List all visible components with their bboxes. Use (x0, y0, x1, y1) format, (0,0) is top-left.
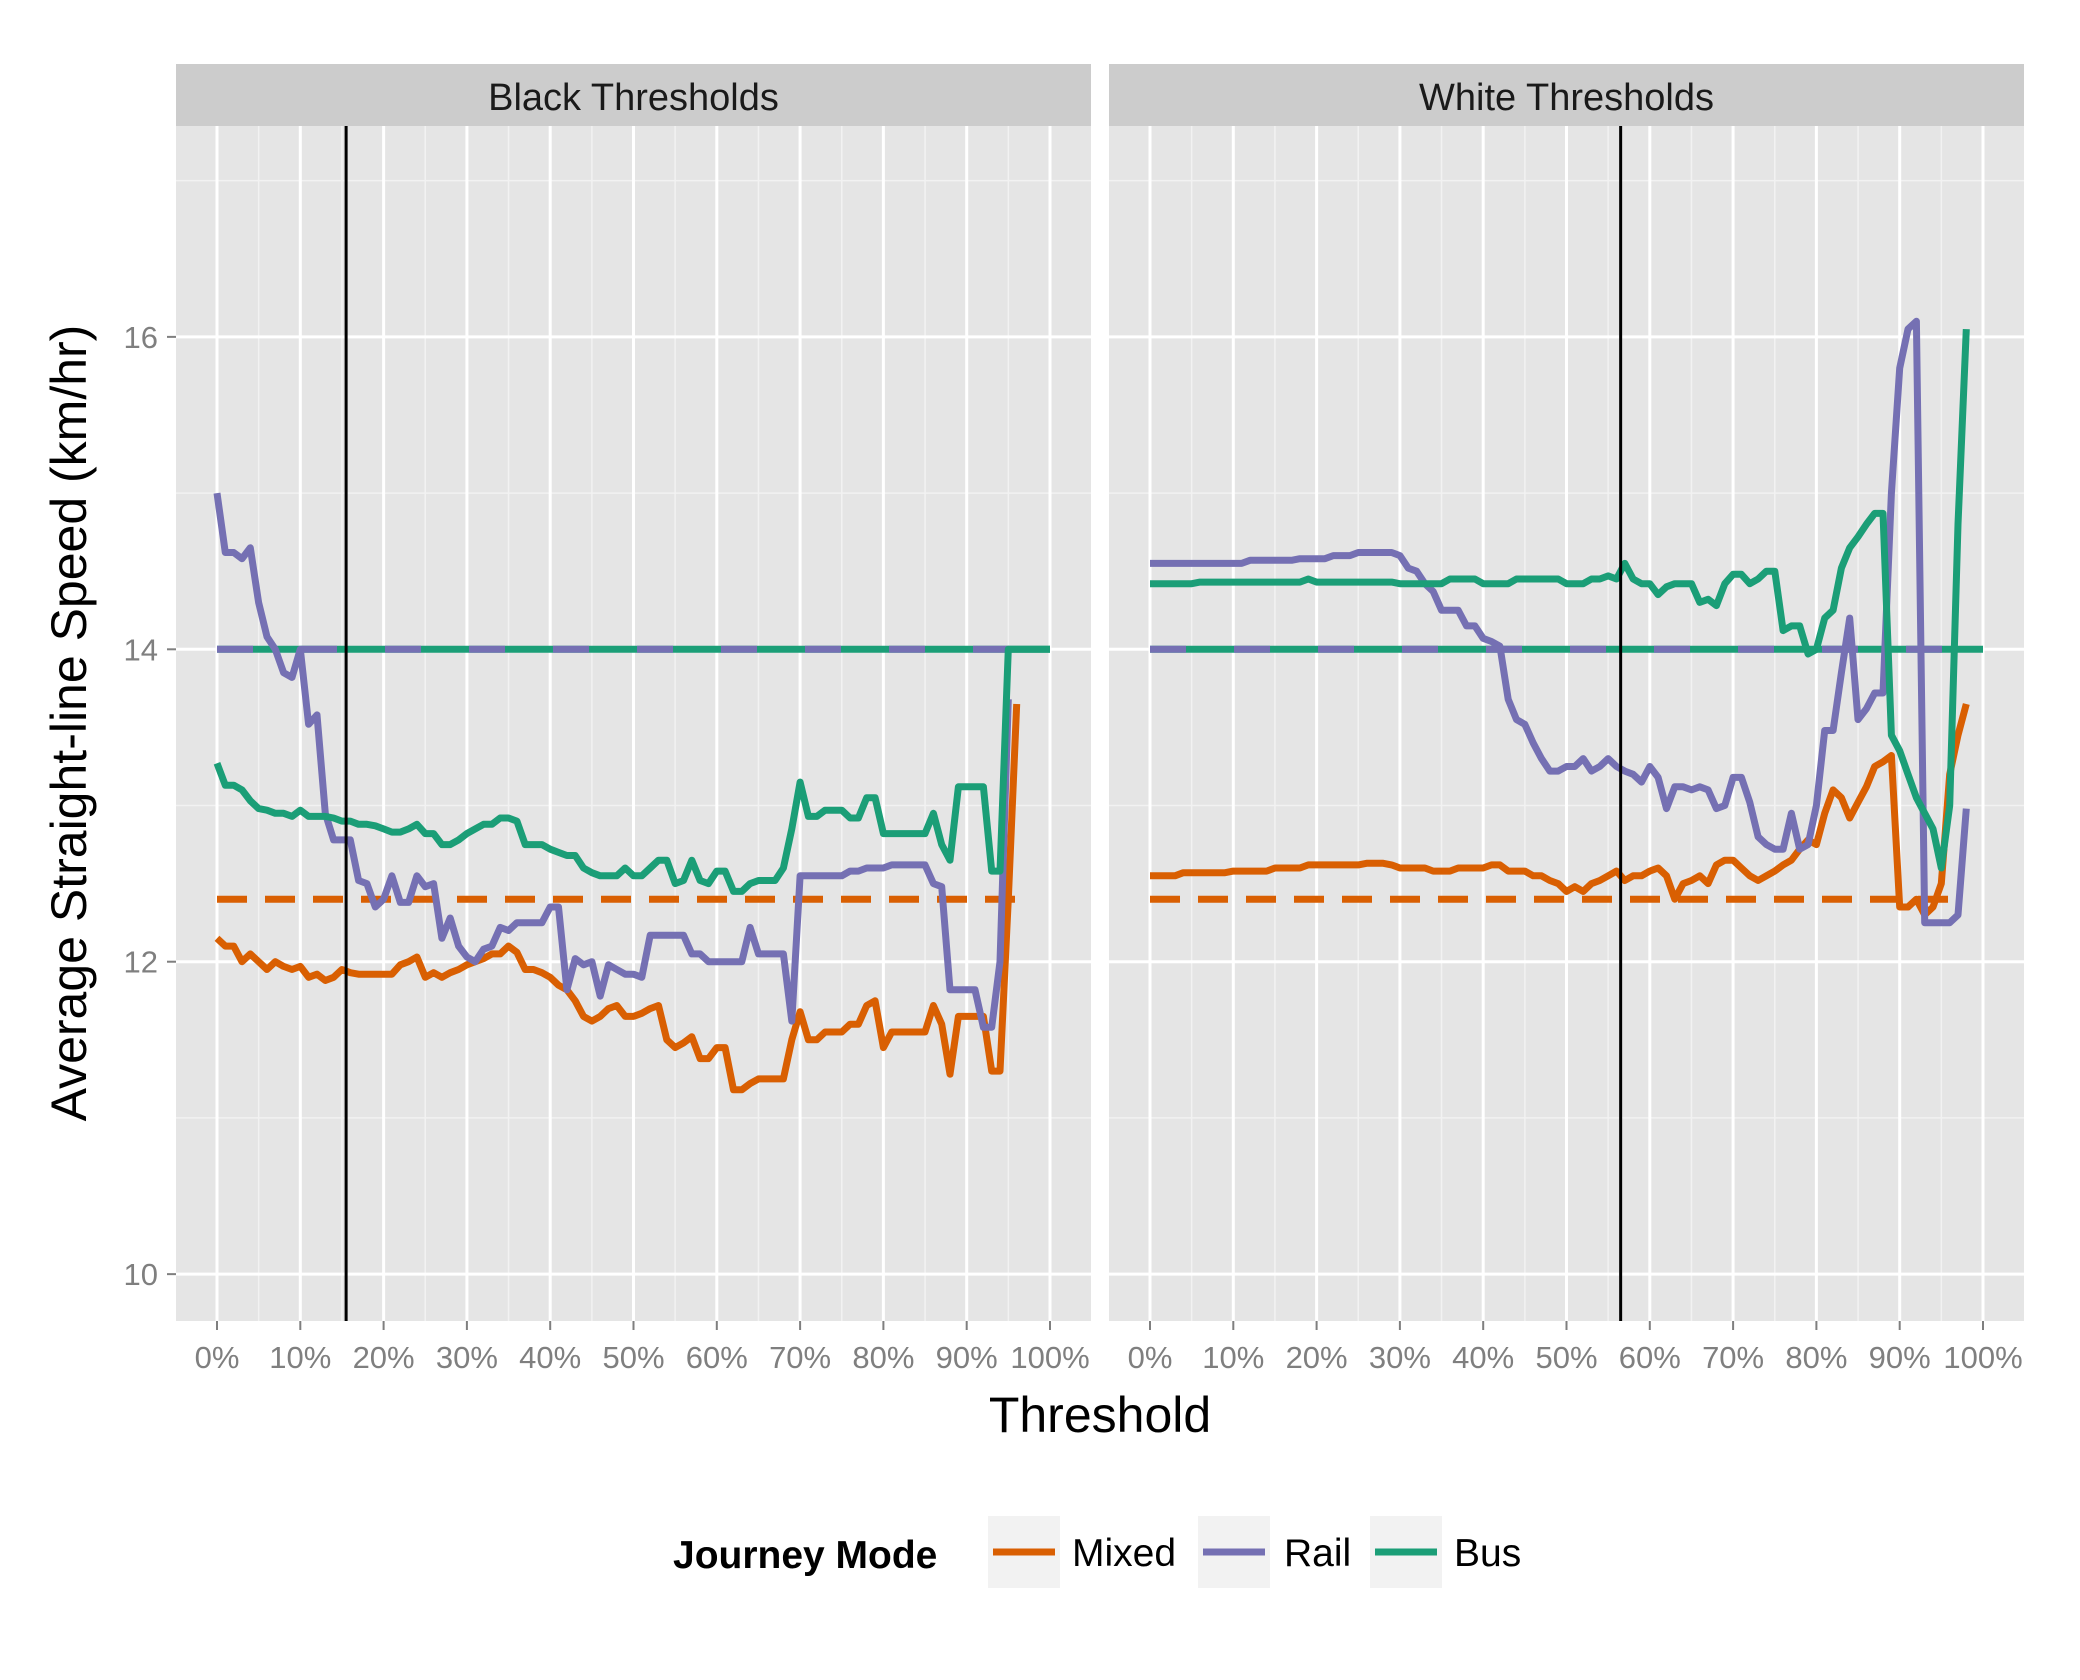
x-tick-label-20: 20% (1286, 1340, 1348, 1375)
y-tick-label-12: 12 (124, 945, 158, 980)
x-tick-label-90: 90% (1869, 1340, 1931, 1375)
x-tick-label-90: 90% (936, 1340, 998, 1375)
legend-label-mixed: Mixed (1072, 1532, 1176, 1575)
x-tick-label-80: 80% (1785, 1340, 1847, 1375)
legend-entry-mixed: Mixed (988, 1516, 1176, 1588)
x-tick-label-10: 10% (269, 1340, 331, 1375)
series-line-bus (213, 645, 1050, 895)
panel-1-x-axis: 0% 10% 20% 30% 40% 50% 60% 70% 80% 90% 100% (195, 1321, 1090, 1375)
y-axis-title: Average Straight-line Speed (km/hr) (41, 325, 97, 1122)
panel-2-strip (1109, 64, 2024, 126)
x-tick-label-80: 80% (852, 1340, 914, 1375)
series-line-mixed (214, 703, 1021, 1094)
x-tick-label-50: 50% (1535, 1340, 1597, 1375)
legend-entry-bus: Bus (1370, 1516, 1521, 1588)
legend-label-rail: Rail (1284, 1532, 1351, 1575)
x-tick-label-60: 60% (1619, 1340, 1681, 1375)
x-tick-label-70: 70% (1702, 1340, 1764, 1375)
series-line-bus (1150, 328, 1970, 872)
legend-entry-rail: Rail (1198, 1516, 1351, 1588)
x-tick-label-40: 40% (519, 1340, 581, 1375)
series-line-rail (1150, 317, 1970, 927)
panel-2-plot-area (1150, 126, 1983, 1321)
x-tick-label-40: 40% (1452, 1340, 1514, 1375)
x-tick-label-60: 60% (686, 1340, 748, 1375)
series-line-mixed (1150, 703, 1970, 919)
x-tick-label-70: 70% (769, 1340, 831, 1375)
x-tick-label-30: 30% (436, 1340, 498, 1375)
x-axis-title: Threshold (989, 1387, 1211, 1443)
panel-black-thresholds: Black Thresholds 0% 10% 20% 30% 40% 50% 60% 70%… (176, 64, 1091, 1375)
x-tick-label-0: 0% (195, 1340, 240, 1375)
panel-2-x-axis: 0% 10% 20% 30% 40% 50% 60% 70% 80% 90% 100% (1128, 1321, 2023, 1375)
x-tick-label-20: 20% (353, 1340, 415, 1375)
panel-white-thresholds: White Thresholds 0% 10% 20% 30% 40% 50% 60% 70%… (1109, 64, 2024, 1375)
x-tick-label-30: 30% (1369, 1340, 1431, 1375)
x-tick-label-10: 10% (1202, 1340, 1264, 1375)
panel-1-strip (176, 64, 1091, 126)
panel-1-title: Black Thresholds (488, 77, 779, 119)
x-tick-label-100: 100% (1010, 1340, 1089, 1375)
x-tick-label-0: 0% (1128, 1340, 1173, 1375)
panel-2-title: White Thresholds (1419, 77, 1714, 119)
legend-title: Journey Mode (673, 1534, 937, 1577)
y-tick-label-10: 10 (124, 1257, 158, 1292)
panel-1-plot-area (213, 126, 1050, 1321)
y-axis: 10 12 14 16 (124, 320, 176, 1292)
y-tick-label-14: 14 (124, 632, 158, 667)
legend: Journey Mode Mixed Rail Bus (673, 1516, 1521, 1588)
legend-label-bus: Bus (1454, 1532, 1521, 1575)
x-tick-label-50: 50% (602, 1340, 664, 1375)
y-tick-label-16: 16 (124, 320, 158, 355)
x-tick-label-100: 100% (1943, 1340, 2022, 1375)
series-line-rail (213, 492, 1012, 1031)
